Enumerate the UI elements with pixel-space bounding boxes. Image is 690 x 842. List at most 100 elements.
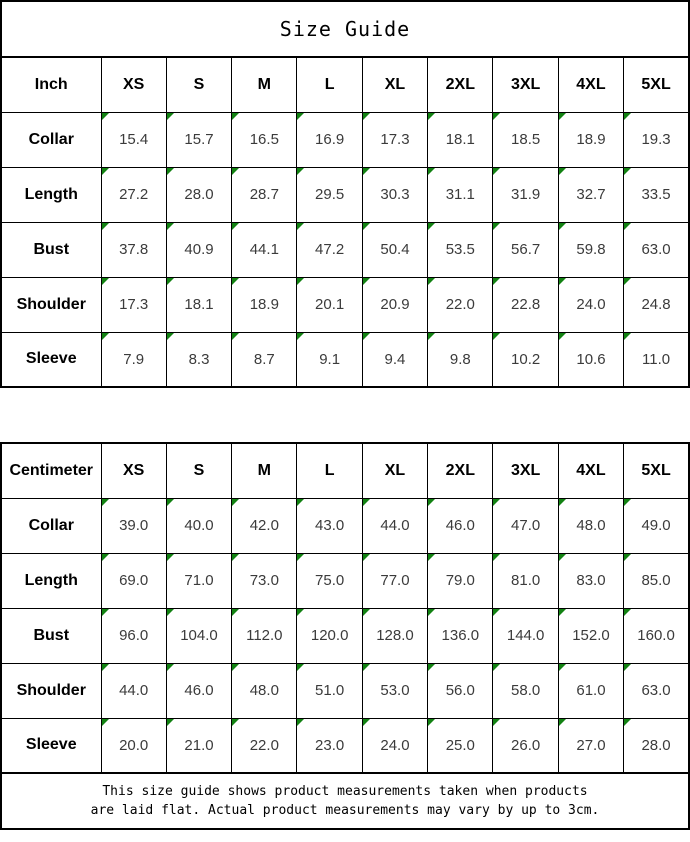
value-cell: 10.6: [557, 331, 625, 388]
inch-size-table: Inch XS S M L XL 2XL 3XL 4XL 5XL Collar 15.4 15.7 16.…: [0, 56, 690, 388]
value-cell: 9.8: [427, 331, 494, 388]
comment-marker-icon: [624, 222, 632, 230]
size-column-header: 2XL: [427, 442, 494, 499]
value-cell: 69.0: [100, 552, 167, 609]
value-cell: 24.0: [361, 717, 429, 774]
comment-marker-icon: [428, 718, 436, 726]
measurement-row: Bust 96.0 104.0 112.0 120.0 128.0 136.0 144.0 15…: [0, 607, 690, 664]
comment-marker-icon: [101, 167, 109, 175]
value-cell: 81.0: [492, 552, 559, 609]
value-cell: 152.0: [557, 607, 625, 664]
value-cell: 48.0: [231, 662, 298, 719]
size-column-header: 4XL: [557, 442, 625, 499]
comment-marker-icon: [493, 498, 501, 506]
comment-marker-icon: [362, 277, 370, 285]
value-cell: 44.0: [100, 662, 167, 719]
value-cell: 22.0: [427, 276, 494, 333]
comment-marker-icon: [362, 167, 370, 175]
comment-marker-icon: [166, 277, 174, 285]
value-cell: 18.1: [427, 111, 494, 168]
size-column-header: 3XL: [492, 56, 559, 113]
comment-marker-icon: [362, 718, 370, 726]
row-label-cell: Shoulder: [0, 276, 102, 333]
comment-marker-icon: [101, 332, 109, 340]
measurement-row: Sleeve 7.9 8.3 8.7 9.1 9.4 9.8 10.2 10.6 11.0: [0, 331, 690, 388]
comment-marker-icon: [362, 608, 370, 616]
comment-marker-icon: [558, 608, 566, 616]
comment-marker-icon: [297, 222, 305, 230]
comment-marker-icon: [624, 332, 632, 340]
value-cell: 63.0: [623, 221, 690, 278]
value-cell: 20.9: [361, 276, 429, 333]
comment-marker-icon: [232, 222, 240, 230]
comment-marker-icon: [297, 112, 305, 120]
value-cell: 8.3: [165, 331, 233, 388]
value-cell: 9.4: [361, 331, 429, 388]
comment-marker-icon: [624, 277, 632, 285]
size-column-header: 4XL: [557, 56, 625, 113]
value-cell: 40.0: [165, 497, 233, 554]
value-cell: 24.0: [557, 276, 625, 333]
row-label-cell: Collar: [0, 497, 102, 554]
measurement-row: Length 69.0 71.0 73.0 75.0 77.0 79.0 81.0 83.0 85…: [0, 552, 690, 609]
value-cell: 26.0: [492, 717, 559, 774]
measurement-row: Bust 37.8 40.9 44.1 47.2 50.4 53.5 56.7 59.8 63.0: [0, 221, 690, 278]
value-cell: 24.8: [623, 276, 690, 333]
value-cell: 160.0: [623, 607, 690, 664]
comment-marker-icon: [558, 222, 566, 230]
value-cell: 40.9: [165, 221, 233, 278]
measurement-row: Shoulder 44.0 46.0 48.0 51.0 53.0 56.0 58.0 61.0…: [0, 662, 690, 719]
comment-marker-icon: [428, 663, 436, 671]
page-title: Size Guide: [0, 0, 690, 56]
comment-marker-icon: [428, 222, 436, 230]
comment-marker-icon: [297, 608, 305, 616]
comment-marker-icon: [558, 718, 566, 726]
row-label-cell: Shoulder: [0, 662, 102, 719]
value-cell: 49.0: [623, 497, 690, 554]
value-cell: 30.3: [361, 166, 429, 223]
unit-header-cell: Inch: [0, 56, 102, 113]
value-cell: 25.0: [427, 717, 494, 774]
comment-marker-icon: [101, 498, 109, 506]
centimeter-size-table: Centimeter XS S M L XL 2XL 3XL 4XL 5XL Collar 39.0 4…: [0, 442, 690, 774]
size-column-header: 2XL: [427, 56, 494, 113]
comment-marker-icon: [297, 167, 305, 175]
value-cell: 20.1: [296, 276, 363, 333]
value-cell: 27.2: [100, 166, 167, 223]
value-cell: 56.7: [492, 221, 559, 278]
comment-marker-icon: [558, 332, 566, 340]
comment-marker-icon: [101, 112, 109, 120]
row-label-cell: Length: [0, 166, 102, 223]
comment-marker-icon: [493, 167, 501, 175]
value-cell: 50.4: [361, 221, 429, 278]
value-cell: 31.1: [427, 166, 494, 223]
comment-marker-icon: [493, 663, 501, 671]
value-cell: 10.2: [492, 331, 559, 388]
comment-marker-icon: [362, 332, 370, 340]
header-row: Centimeter XS S M L XL 2XL 3XL 4XL 5XL: [0, 442, 690, 499]
value-cell: 16.9: [296, 111, 363, 168]
size-column-header: S: [165, 442, 233, 499]
comment-marker-icon: [428, 608, 436, 616]
comment-marker-icon: [232, 553, 240, 561]
value-cell: 16.5: [231, 111, 298, 168]
comment-marker-icon: [166, 222, 174, 230]
footer-note-line-2: are laid flat. Actual product measuremen…: [90, 803, 600, 818]
value-cell: 23.0: [296, 717, 363, 774]
size-column-header: L: [296, 56, 363, 113]
value-cell: 9.1: [296, 331, 363, 388]
header-row: Inch XS S M L XL 2XL 3XL 4XL 5XL: [0, 56, 690, 113]
value-cell: 28.7: [231, 166, 298, 223]
comment-marker-icon: [297, 553, 305, 561]
value-cell: 46.0: [427, 497, 494, 554]
footer-note-line-1: This size guide shows product measuremen…: [102, 784, 588, 799]
comment-marker-icon: [232, 332, 240, 340]
value-cell: 42.0: [231, 497, 298, 554]
value-cell: 144.0: [492, 607, 559, 664]
comment-marker-icon: [558, 498, 566, 506]
table-gap: [0, 388, 690, 442]
comment-marker-icon: [493, 553, 501, 561]
comment-marker-icon: [493, 112, 501, 120]
comment-marker-icon: [101, 222, 109, 230]
